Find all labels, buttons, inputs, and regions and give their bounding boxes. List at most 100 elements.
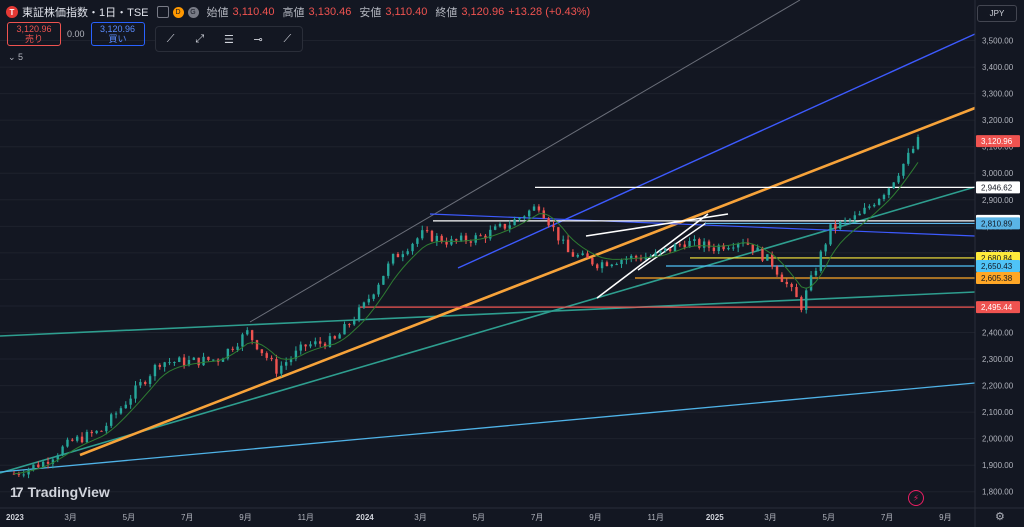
y-tick-label: 2,300.00 (982, 355, 1014, 364)
x-tick-label: 5月 (823, 513, 835, 522)
candle-body (479, 235, 482, 237)
candle-body (746, 242, 750, 245)
buy-button[interactable]: 3,120.96 買い (90, 22, 145, 46)
candle-body (805, 290, 808, 310)
candle-body (800, 297, 803, 310)
white-wedge-mid (637, 222, 707, 271)
tradingview-mark-icon: 17 (10, 484, 24, 500)
candle-body (562, 239, 565, 241)
delayed-data-badge[interactable]: D (172, 6, 184, 18)
candle-body (824, 244, 827, 252)
symbol-title[interactable]: 東証株価指数・1日・TSE (22, 7, 149, 19)
currency-selector[interactable]: JPY (977, 5, 1017, 22)
candle-body (770, 254, 774, 267)
level-price-label: 2,946.62 (981, 183, 1013, 192)
candle-body (542, 210, 545, 219)
sell-price: 3,120.96 (16, 24, 52, 34)
candle-body (839, 221, 842, 229)
mid-teal-trendline (0, 186, 976, 474)
candle-body (192, 357, 196, 360)
candle-body (250, 330, 254, 341)
close-value: 3,120.96 (461, 6, 505, 18)
ray-icon[interactable]: ⤢ (195, 32, 205, 45)
market-status-badge[interactable]: G (187, 6, 199, 18)
change-value: +13.28 (+0.43%) (508, 6, 591, 18)
candle-body (630, 255, 633, 259)
candle-body (557, 227, 560, 241)
candle-body (882, 194, 886, 199)
flash-icon[interactable]: ⚡ (908, 490, 924, 506)
candle-body (425, 230, 429, 232)
candle-body (144, 382, 147, 384)
brand-name: TradingView (27, 484, 110, 500)
candle-body (46, 461, 50, 464)
candle-body (683, 244, 686, 248)
indicator-toggle[interactable]: ⌄ 5 (8, 52, 24, 62)
candle-body (863, 207, 866, 214)
candle-body (897, 175, 900, 183)
candle-body (911, 148, 915, 153)
high-value: 3,130.46 (308, 6, 352, 18)
x-tick-label: 5月 (473, 513, 485, 522)
candle-body (416, 238, 419, 244)
candle-body (212, 359, 215, 361)
long-teal-trendline (0, 291, 976, 337)
symbol-logo: T (6, 6, 18, 18)
tradingview-logo[interactable]: 17 TradingView (10, 484, 110, 500)
candle-body (391, 253, 395, 264)
x-tick-label: 11月 (648, 513, 664, 522)
candle-body (236, 346, 239, 350)
level-price-label: 2,495.44 (981, 303, 1013, 312)
candle-body (17, 473, 21, 475)
y-tick-label: 2,200.00 (982, 382, 1014, 391)
candle-body (406, 251, 409, 255)
candle-body (411, 243, 414, 252)
candle-body (620, 259, 623, 265)
candle-body (761, 247, 764, 261)
candle-body (100, 430, 103, 432)
candle-body (834, 224, 837, 229)
candle-body (343, 324, 346, 335)
level-price-tag (976, 260, 1020, 273)
candle-body (202, 356, 205, 366)
candle-body (139, 382, 142, 386)
candle-body (868, 206, 871, 208)
candle-body (430, 230, 434, 242)
sell-button[interactable]: 3,120.96 売り (7, 22, 61, 46)
candle-body (284, 362, 288, 366)
candle-body (654, 252, 657, 256)
extended-line-icon[interactable]: ⟋ (283, 32, 292, 45)
candle-body (795, 287, 798, 298)
candle-body (698, 239, 701, 248)
candle-body (576, 255, 579, 257)
candle-body (566, 239, 570, 253)
x-tick-label: 2025 (706, 513, 724, 522)
candle-body (673, 244, 677, 252)
candle-body (377, 284, 380, 295)
candle-body (819, 251, 822, 271)
parallel-channel-icon[interactable]: ☰ (224, 33, 234, 46)
candle-body (275, 359, 278, 374)
candle-body (537, 206, 541, 211)
trend-line-icon[interactable]: ⟋ (166, 32, 175, 45)
settings-gear-icon[interactable]: ⚙ (995, 511, 1005, 523)
candle-body (591, 258, 594, 265)
candle-body (790, 284, 793, 288)
high-label: 高値 (282, 7, 305, 19)
candle-body (318, 341, 322, 344)
x-tick-label: 9月 (939, 513, 951, 522)
x-tick-label: 3月 (64, 513, 76, 522)
candle-body (712, 247, 716, 252)
light-blue-trendline (0, 382, 976, 473)
horizontal-ray-icon[interactable]: ⊸ (253, 33, 263, 46)
gray-channel-line (249, 0, 801, 323)
candle-body (727, 247, 730, 250)
candle-body (688, 241, 691, 248)
candle-body (892, 182, 895, 189)
candle-body (785, 281, 788, 285)
flag-icon[interactable] (156, 6, 169, 18)
candle-body (314, 341, 317, 345)
candle-body (848, 219, 852, 221)
candle-body (858, 213, 861, 216)
